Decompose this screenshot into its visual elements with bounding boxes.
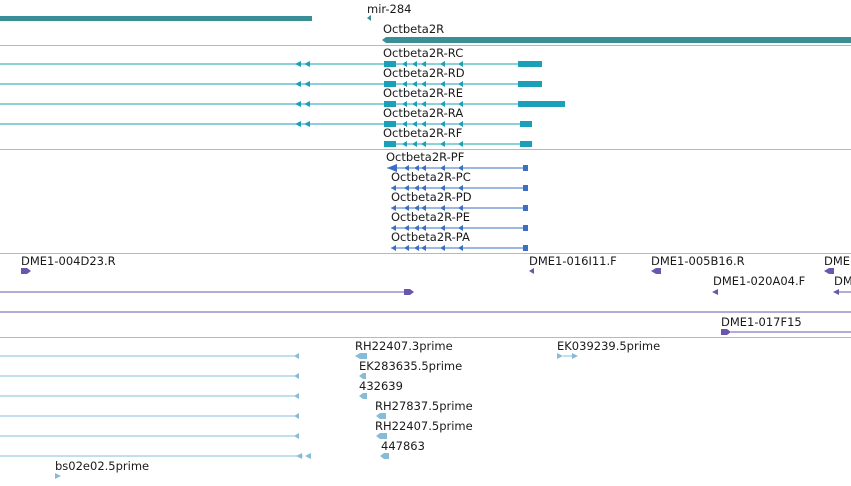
est-left-6[interactable] xyxy=(0,453,311,459)
protein-pf[interactable]: Octbeta2R-PF xyxy=(386,150,528,172)
protein-pe[interactable]: Octbeta2R-PE xyxy=(391,210,528,231)
est-447863[interactable]: 447863 xyxy=(380,439,425,459)
transcript-re[interactable]: Octbeta2R-RE xyxy=(0,86,565,107)
clone-016i11[interactable]: DME1-016I11.F xyxy=(529,254,617,274)
octbeta2r-gene-arrow[interactable] xyxy=(382,37,386,43)
est-ek039239-label: EK039239.5prime xyxy=(557,339,660,353)
transcript-rf[interactable]: Octbeta2R-RF xyxy=(383,126,532,147)
clone-005b16[interactable]: DME1-005B16.R xyxy=(651,254,745,274)
transcript-ra-label: Octbeta2R-RA xyxy=(383,106,463,120)
clone-dm-right[interactable]: DM xyxy=(833,274,851,295)
clone-005b16-label: DME1-005B16.R xyxy=(651,254,745,268)
mir-284-strand-arrow[interactable] xyxy=(367,15,371,21)
est-447863-label: 447863 xyxy=(381,439,425,453)
transcript-rc-label: Octbeta2R-RC xyxy=(383,46,463,60)
est-rh27837[interactable]: RH27837.5prime xyxy=(375,399,473,419)
clone-long-left[interactable] xyxy=(0,289,414,295)
est-track: RH22407.3prime EK039239.5prime EK283635.… xyxy=(0,339,660,479)
clone-020a04[interactable]: DME1-020A04.F xyxy=(712,274,805,295)
protein-pa[interactable]: Octbeta2R-PA xyxy=(391,230,528,251)
protein-track: Octbeta2R-PF Octbeta2R-PC Octbeta2R-PD xyxy=(386,150,528,251)
clone-track: DME1-004D23.R DME1-016I11.F DME1-005B16.… xyxy=(0,254,851,335)
protein-pc-label: Octbeta2R-PC xyxy=(391,170,471,184)
clone-dme-right-label: DME xyxy=(824,254,850,268)
est-ek039239[interactable]: EK039239.5prime xyxy=(557,339,660,359)
est-ek283635-label: EK283635.5prime xyxy=(359,359,462,373)
est-rh22407-3prime[interactable]: RH22407.3prime xyxy=(355,339,453,359)
octbeta2r-gene-label: Octbeta2R xyxy=(383,22,444,36)
est-rh27837-label: RH27837.5prime xyxy=(375,399,473,413)
protein-pf-label: Octbeta2R-PF xyxy=(386,150,464,164)
gene-bar-left[interactable] xyxy=(0,16,312,21)
transcript-re-label: Octbeta2R-RE xyxy=(383,86,463,100)
est-rh22407-3prime-label: RH22407.3prime xyxy=(355,339,453,353)
octbeta2r-gene-bar[interactable] xyxy=(386,37,851,43)
protein-pe-label: Octbeta2R-PE xyxy=(391,210,470,224)
est-bs02e02-label: bs02e02.5prime xyxy=(55,459,149,473)
est-rh22407-5prime[interactable]: RH22407.5prime xyxy=(375,419,473,439)
est-left-1[interactable] xyxy=(0,353,299,359)
est-432639-label: 432639 xyxy=(359,379,403,393)
transcript-track: Octbeta2R-RC Octbeta2R-RD Octbeta2R-RE xyxy=(0,46,565,147)
est-left-2[interactable] xyxy=(0,373,299,379)
est-left-3[interactable] xyxy=(0,393,299,399)
est-ek283635[interactable]: EK283635.5prime xyxy=(359,359,462,379)
transcript-rc[interactable]: Octbeta2R-RC xyxy=(0,46,542,67)
protein-pd[interactable]: Octbeta2R-PD xyxy=(391,190,528,211)
est-left-5[interactable] xyxy=(0,433,299,439)
clone-004d23-label: DME1-004D23.R xyxy=(21,254,116,268)
transcript-rd-label: Octbeta2R-RD xyxy=(383,66,465,80)
gene-track: mir-284 Octbeta2R xyxy=(0,2,851,43)
clone-dm-right-label: DM xyxy=(834,274,851,288)
clone-017f15[interactable]: DME1-017F15 xyxy=(721,315,851,335)
mir-284-label: mir-284 xyxy=(367,2,412,16)
transcript-rd[interactable]: Octbeta2R-RD xyxy=(0,66,542,87)
clone-017f15-label: DME1-017F15 xyxy=(721,315,802,329)
transcript-ra[interactable]: Octbeta2R-RA xyxy=(0,106,532,127)
protein-pc[interactable]: Octbeta2R-PC xyxy=(391,170,528,191)
protein-pd-label: Octbeta2R-PD xyxy=(391,190,472,204)
clone-004d23[interactable]: DME1-004D23.R xyxy=(21,254,116,274)
est-bs02e02[interactable]: bs02e02.5prime xyxy=(55,459,149,479)
clone-dme-right[interactable]: DME xyxy=(824,254,850,274)
clone-020a04-label: DME1-020A04.F xyxy=(713,274,805,288)
clone-016i11-label: DME1-016I11.F xyxy=(529,254,617,268)
est-left-4[interactable] xyxy=(0,413,299,419)
est-rh22407-5prime-label: RH22407.5prime xyxy=(375,419,473,433)
transcript-rf-label: Octbeta2R-RF xyxy=(383,126,462,140)
est-432639[interactable]: 432639 xyxy=(359,379,403,399)
protein-pa-label: Octbeta2R-PA xyxy=(391,230,470,244)
